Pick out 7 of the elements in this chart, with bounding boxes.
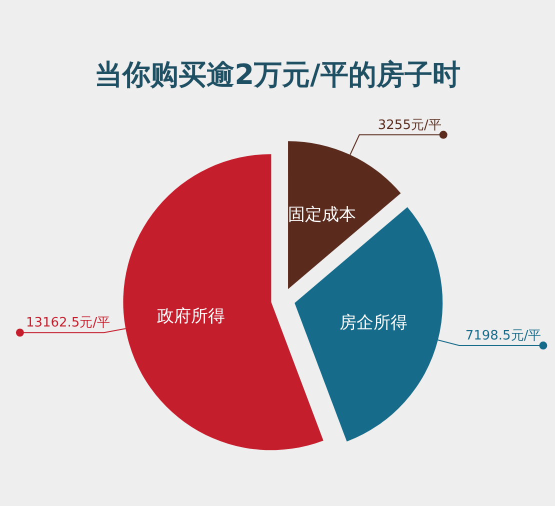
data-label: 13162.5元/平 — [26, 316, 110, 331]
data-label: 7198.5元/平 — [465, 328, 542, 344]
chart-title: 当你购买逾2万元/平的房子时 — [94, 57, 462, 93]
slice-label: 房企所得 — [339, 313, 408, 334]
slice-label: 固定成本 — [288, 204, 356, 225]
slice-label: 政府所得 — [157, 306, 226, 326]
data-label: 3255元/平 — [378, 118, 442, 133]
